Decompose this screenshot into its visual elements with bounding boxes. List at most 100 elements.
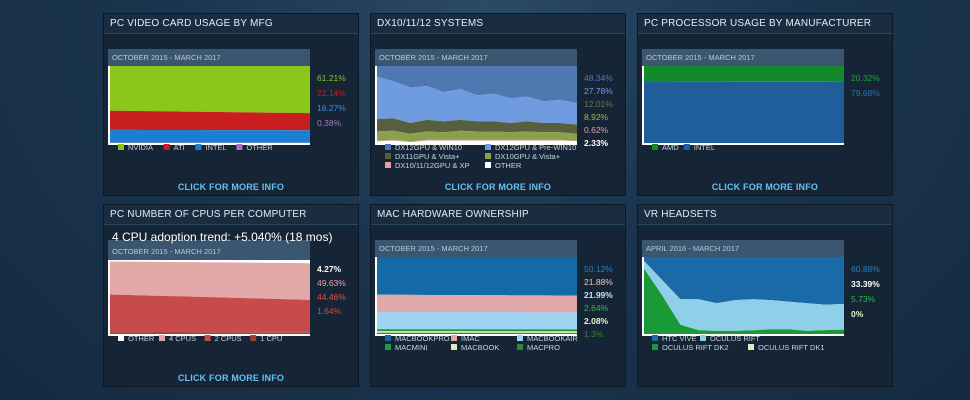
value-label: 16.27% <box>317 103 346 113</box>
value-label: 60.88% <box>851 264 880 274</box>
trend-text: 4 CPU adoption trend: +5.040% (18 mos) <box>112 230 333 244</box>
legend-label: IMAC <box>461 334 480 343</box>
value-label: 2.08% <box>584 316 609 326</box>
area-4-cpus <box>110 261 310 300</box>
legend-swatch <box>652 144 658 150</box>
legend-swatch <box>451 335 457 341</box>
legend-swatch <box>485 153 491 159</box>
more-info-link[interactable]: CLICK FOR MORE INFO <box>711 182 819 192</box>
legend-swatch <box>385 153 391 159</box>
legend-swatch <box>385 162 391 168</box>
value-label: 50.12% <box>584 264 613 274</box>
legend-label: HTC VIVE <box>662 334 697 343</box>
panel-title: DX10/11/12 SYSTEMS <box>371 14 625 34</box>
area-htc-vive <box>644 257 844 305</box>
value-label: 79.68% <box>851 88 880 98</box>
legend-swatch <box>700 335 706 341</box>
value-label: 0.62% <box>584 125 609 135</box>
area-oculus-rift <box>644 260 844 331</box>
legend-swatch <box>250 335 257 341</box>
legend-label: OCULUS RIFT <box>710 334 760 343</box>
area-dx10gpu-vista <box>377 130 577 142</box>
value-label: 48.34% <box>584 73 613 83</box>
legend-label: 4 CPUS <box>169 334 196 343</box>
legend-label: 2 CPUS <box>215 334 242 343</box>
area-oculus-rift-dk2 <box>644 268 844 334</box>
value-label: 27.78% <box>584 86 613 96</box>
chart-header-strip <box>375 240 577 257</box>
panel-title: VR HEADSETS <box>638 205 892 225</box>
value-label: 44.46% <box>317 292 346 302</box>
legend-swatch <box>485 162 491 168</box>
date-range-label: OCTOBER 2015 - MARCH 2017 <box>379 244 488 253</box>
legend-label: DX12GPU & Pre-WIN10 <box>495 143 576 152</box>
area-dx12gpu-win10 <box>377 66 577 104</box>
chart-header-strip <box>642 49 844 66</box>
area-intel <box>644 81 844 143</box>
area-chart: OCTOBER 2015 - MARCH 2017 48.34% 27.78% 12.… <box>375 49 613 170</box>
value-label: 22.14% <box>317 88 346 98</box>
value-label: 0.38% <box>317 118 342 128</box>
area-dx12gpu-pre-win10 <box>377 76 577 125</box>
legend-label: OCULUS RIFT DK1 <box>758 343 825 352</box>
area-1-cpu <box>110 332 310 334</box>
legend-label: OCULUS RIFT DK2 <box>662 343 729 352</box>
panel-title: PC NUMBER OF CPUS PER COMPUTER <box>104 205 358 225</box>
value-label: 33.39% <box>851 279 880 289</box>
panel-title: PC VIDEO CARD USAGE BY MFG <box>104 14 358 34</box>
panel-mac-hardware: MAC HARDWARE OWNERSHIP OCTOBER 2015 - MA… <box>370 204 626 387</box>
legend-label: DX10/11/12GPU & XP <box>395 161 469 170</box>
area-dx11gpu-vista <box>377 118 577 134</box>
area-other <box>377 140 577 143</box>
more-info-link[interactable]: CLICK FOR MORE INFO <box>177 373 285 383</box>
area-intel <box>110 129 310 143</box>
legend-swatch <box>159 335 165 341</box>
panel-title: PC PROCESSOR USAGE BY MANUFACTURER <box>638 14 892 34</box>
value-label: 1.64% <box>317 306 342 316</box>
legend-swatch <box>517 335 523 341</box>
legend-label: OTHER <box>495 161 522 170</box>
panel-title: MAC HARDWARE OWNERSHIP <box>371 205 625 225</box>
area-chart: APRIL 2016 - MARCH 2017 60.88% 33.39% 5.73%… <box>642 240 880 352</box>
value-label: 21.88% <box>584 277 613 287</box>
area-2-cpus <box>110 294 310 333</box>
legend-swatch <box>118 144 124 150</box>
value-label: 5.73% <box>851 294 876 304</box>
legend-label: INTEL <box>205 143 226 152</box>
area-chart: OCTOBER 2015 - MARCH 2017 4.27% 49.63% 44.4… <box>108 240 346 343</box>
legend-label: AMD <box>662 143 679 152</box>
date-range-label: OCTOBER 2015 - MARCH 2017 <box>646 53 755 62</box>
legend-swatch <box>451 344 457 350</box>
chart-header-strip <box>108 49 310 66</box>
legend-swatch <box>385 144 391 150</box>
legend-label: NVIDIA <box>128 143 153 152</box>
legend-swatch <box>118 335 124 341</box>
panel-vr-headsets: VR HEADSETS APRIL 2016 - MARCH 2017 60.88… <box>637 204 893 387</box>
legend-swatch <box>204 335 211 341</box>
legend-label: DX12GPU & WIN10 <box>395 143 462 152</box>
area-macpro <box>377 332 577 334</box>
panel-dx-systems: DX10/11/12 SYSTEMS OCTOBER 2015 - MARCH … <box>370 13 626 196</box>
area-macmini <box>377 329 577 332</box>
legend-label: DX10GPU & Vista+ <box>495 152 561 161</box>
more-info-link[interactable]: CLICK FOR MORE INFO <box>444 182 552 192</box>
area-other <box>110 260 310 264</box>
value-label: 20.32% <box>851 73 880 83</box>
legend-label: MACPRO <box>527 343 560 352</box>
legend-label: OTHER <box>246 143 273 152</box>
legend-label: MACBOOKPRO <box>395 334 450 343</box>
date-range-label: APRIL 2016 - MARCH 2017 <box>646 244 739 253</box>
legend-label: INTEL <box>694 143 715 152</box>
area-macbookair <box>377 312 577 330</box>
legend-label: 1 CPU <box>260 334 282 343</box>
legend-label: ATI <box>174 143 185 152</box>
date-range-label: OCTOBER 2015 - MARCH 2017 <box>112 53 221 62</box>
panel-cpus-per-computer: PC NUMBER OF CPUS PER COMPUTER OCTOBER 2… <box>103 204 359 387</box>
chart-header-strip <box>108 240 310 260</box>
value-label: 2.33% <box>584 138 609 148</box>
legend-swatch <box>385 335 391 341</box>
chart-header-strip <box>642 240 844 257</box>
panel-processor-usage: PC PROCESSOR USAGE BY MANUFACTURER OCTOB… <box>637 13 893 196</box>
legend-swatch <box>683 144 690 150</box>
more-info-link[interactable]: CLICK FOR MORE INFO <box>177 182 285 192</box>
